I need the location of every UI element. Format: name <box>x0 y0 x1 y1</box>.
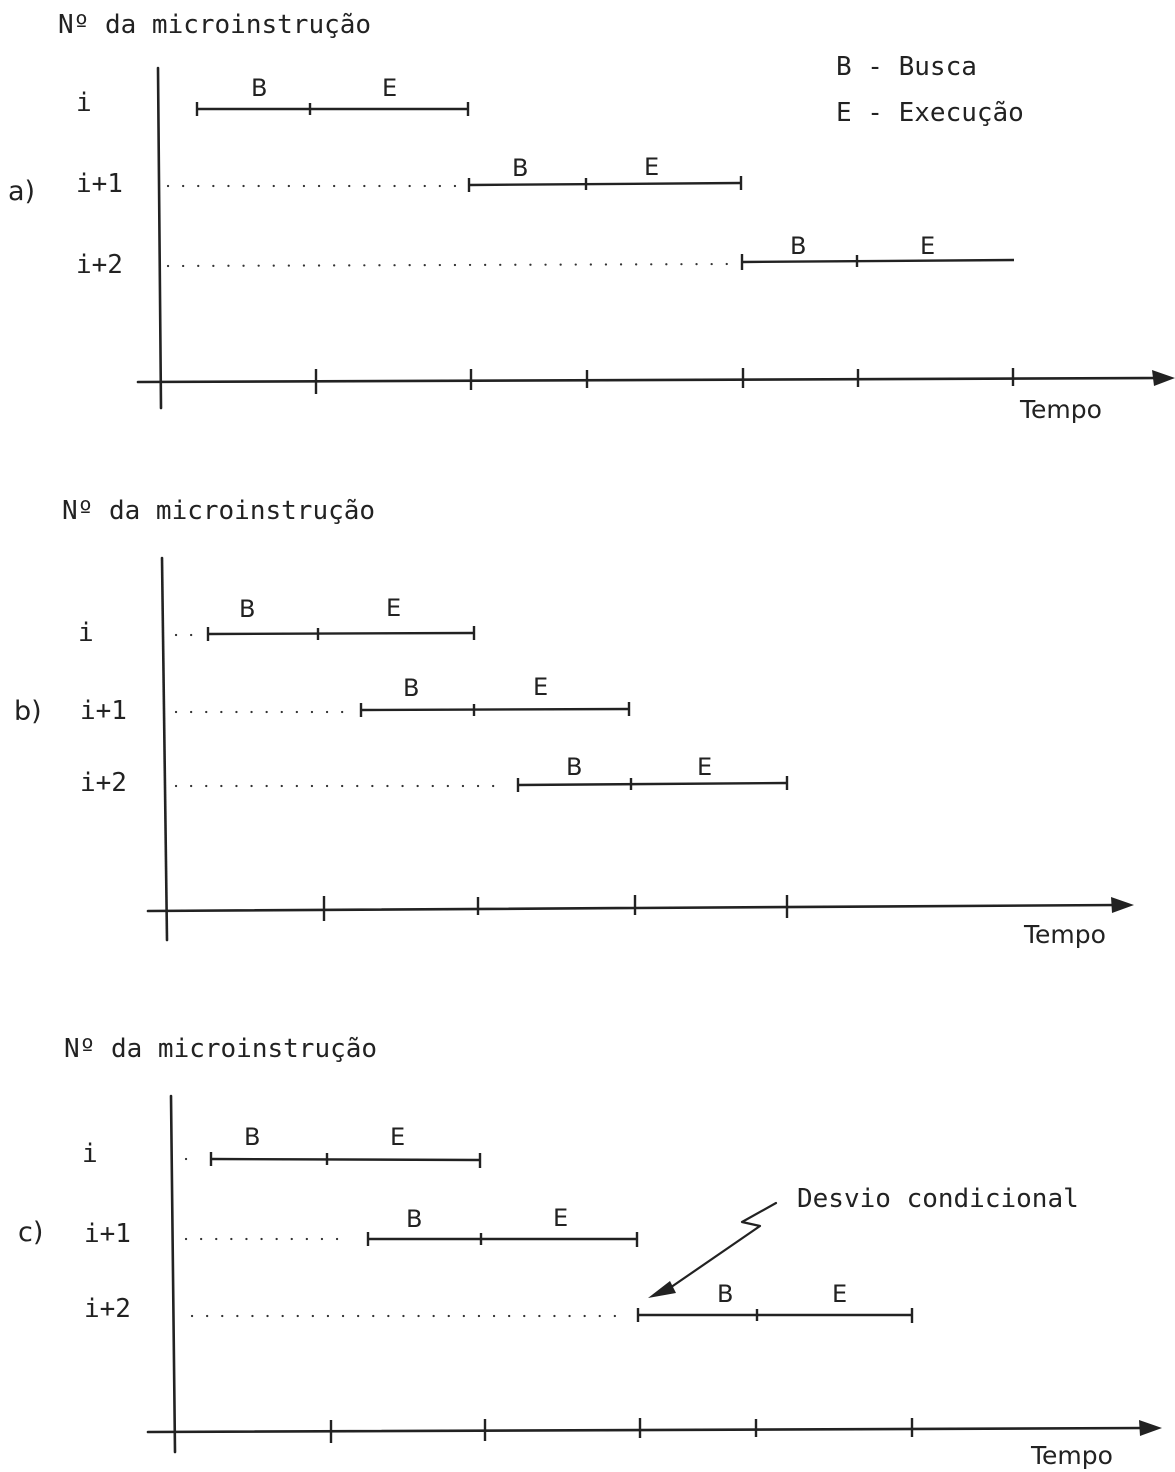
panel-a-row-i1-phase-e: E <box>644 153 659 181</box>
panel-b-row-label: i+2 <box>80 768 127 798</box>
panel-b-row-i1-phase-b: B <box>403 674 419 702</box>
panel-c-y-axis <box>169 1094 177 1454</box>
legend-execute: E - Execução <box>836 98 1024 128</box>
panel-b-row-label: i <box>78 618 94 648</box>
panel-c-row-i-phase-e: E <box>390 1123 405 1151</box>
panel-a-row-label: i <box>76 88 92 118</box>
panel-c-x-axis-label: Tempo <box>1030 1441 1113 1470</box>
panel-a-row-label: i+1 <box>76 169 123 199</box>
panel-c-y-axis-label: Nº da microinstrução <box>64 1034 377 1064</box>
panel-b-row-i-phase-b: B <box>239 595 255 623</box>
panel-b-row-i2-phase-b: B <box>566 753 582 781</box>
panel-b-y-axis <box>160 556 169 942</box>
panel-c-row-i1-phase-e: E <box>553 1204 568 1232</box>
panel-a: Nº da microinstrução B - Busca E - Execu… <box>8 10 1175 424</box>
conditional-branch-arrow <box>662 1201 778 1294</box>
panel-c-row-i2-phase-b: B <box>717 1280 733 1308</box>
panel-c-x-ticks <box>329 1418 914 1443</box>
panel-c-label: c) <box>18 1217 43 1248</box>
panel-a-x-ticks <box>314 368 1015 394</box>
panel-c-row-i-phase-b: B <box>244 1123 260 1151</box>
panel-a-y-axis <box>156 66 163 410</box>
panel-c-row-i1-phase-b: B <box>406 1205 422 1233</box>
panel-c-row-label: i+1 <box>84 1219 131 1249</box>
panel-a-row-i1-bar <box>468 181 742 187</box>
panel-a-x-axis-arrow <box>1152 370 1175 386</box>
panel-a-row-i-phase-e: E <box>382 74 397 102</box>
panel-a-x-axis-label: Tempo <box>1019 395 1102 424</box>
panel-b-y-axis-label: Nº da microinstrução <box>62 496 375 526</box>
panel-b-row-i-bar <box>207 631 475 636</box>
conditional-branch-label: Desvio condicional <box>797 1184 1079 1214</box>
panel-c-x-axis <box>146 1426 1148 1434</box>
legend-fetch: B - Busca <box>836 52 977 82</box>
panel-b-row-i1-phase-e: E <box>533 673 548 701</box>
panel-a-row-i-phase-b: B <box>251 74 267 102</box>
panel-c-row-i-bar <box>210 1157 481 1162</box>
panel-b-x-axis <box>146 903 1120 913</box>
panel-a-label: a) <box>8 176 35 207</box>
panel-a-x-axis <box>136 376 1162 384</box>
panel-b-label: b) <box>14 696 42 727</box>
panel-b-row-i1-bar <box>360 707 630 712</box>
panel-c-row-label: i+2 <box>84 1294 131 1324</box>
panel-a-row-i2-bar <box>741 258 1015 264</box>
panel-b-x-ticks <box>322 895 789 921</box>
panel-c-x-axis-arrow <box>1139 1420 1162 1436</box>
panel-b-row-i2-phase-e: E <box>697 753 712 781</box>
conditional-branch-arrowhead <box>648 1281 676 1298</box>
panel-a-y-axis-label: Nº da microinstrução <box>58 10 371 40</box>
panel-b: Nº da microinstrução Tempo b) i B E i+1 … <box>14 496 1134 949</box>
panel-c-row-i2-phase-e: E <box>832 1280 847 1308</box>
panel-c-row-label: i <box>82 1139 98 1169</box>
panel-b-row-label: i+1 <box>80 696 127 726</box>
panel-b-row-i2-bar <box>517 781 788 787</box>
panel-b-x-axis-label: Tempo <box>1023 920 1106 949</box>
panel-c: Nº da microinstrução Tempo c) i B E i+1 … <box>18 1034 1162 1470</box>
panel-a-row-i2-wait <box>166 262 735 268</box>
panel-b-row-i-phase-e: E <box>386 594 401 622</box>
panel-a-row-label: i+2 <box>76 250 123 280</box>
panel-a-row-i1-phase-b: B <box>512 154 528 182</box>
panel-a-row-i2-phase-b: B <box>790 232 806 260</box>
panel-b-x-axis-arrow <box>1111 897 1134 913</box>
panel-a-row-i2-phase-e: E <box>920 232 935 260</box>
